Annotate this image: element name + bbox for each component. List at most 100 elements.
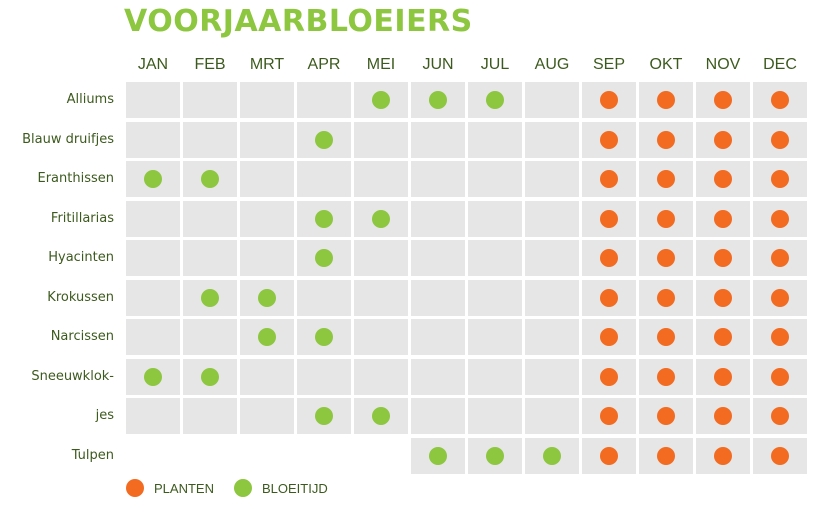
calendar-cell [354, 121, 408, 158]
calendar-cell [354, 200, 408, 237]
planten-dot [600, 407, 618, 425]
planten-dot [657, 91, 675, 109]
calendar-cell [696, 82, 750, 118]
calendar-cell [183, 161, 237, 197]
calendar-cell [696, 279, 750, 316]
calendar-cell [525, 161, 579, 197]
legend-label-planten: PLANTEN [154, 481, 214, 496]
calendar-cell [525, 279, 579, 316]
calendar-cell [240, 279, 294, 316]
bloeitijd-dot [372, 209, 390, 228]
calendar-cell [183, 121, 237, 158]
calendar-cell [468, 121, 522, 158]
calendar-cell [753, 240, 807, 276]
calendar-cell [411, 358, 465, 395]
calendar-cell [468, 319, 522, 355]
calendar-cell [126, 200, 180, 237]
planten-dot [771, 170, 789, 188]
calendar-cell [126, 240, 180, 276]
month-label-mrt: MRT [249, 56, 285, 73]
plant-label: Hyacinten [48, 250, 114, 265]
planten-dot [600, 288, 618, 307]
bloeitijd-dot [486, 91, 504, 109]
plant-label: Sneeuwklok- [31, 368, 114, 384]
calendar-cell [582, 398, 636, 434]
bloeitijd-dot [201, 367, 219, 386]
planten-dot [657, 328, 675, 346]
calendar-cell [525, 437, 579, 474]
planten-dot [714, 209, 732, 228]
planten-dot [771, 328, 789, 346]
planten-dot [657, 367, 675, 386]
month-label-dec: DEC [763, 56, 797, 73]
calendar-cell [183, 82, 237, 118]
planten-dot [714, 91, 732, 109]
planten-dot [771, 407, 789, 425]
calendar-cell [468, 398, 522, 434]
calendar-cell [411, 82, 465, 118]
planten-dot [657, 209, 675, 228]
calendar-cell [240, 398, 294, 434]
calendar-cell [582, 319, 636, 355]
bloeitijd-dot [144, 367, 162, 386]
calendar-cell [411, 121, 465, 158]
calendar-cell [525, 319, 579, 355]
month-header-row: JAN FEB MRT APR MEI JUN JUL AUG SEP OKT NOV DEC [0, 56, 827, 80]
calendar-cell [297, 161, 351, 197]
calendar-cell [468, 279, 522, 316]
planten-dot [600, 170, 618, 188]
bloeitijd-dot [429, 446, 447, 465]
month-label-sep: SEP [592, 56, 625, 73]
calendar-cell [525, 240, 579, 276]
calendar-cell [354, 82, 408, 118]
planten-dot [657, 446, 675, 465]
plant-label: Eranthissen [37, 171, 115, 186]
calendar-cell [354, 319, 408, 355]
calendar-cell [639, 200, 693, 237]
calendar-cell [240, 319, 294, 355]
calendar-cell [126, 121, 180, 158]
calendar-cell [468, 82, 522, 118]
calendar-cell [639, 437, 693, 474]
calendar-cell [639, 398, 693, 434]
month-label-nov: NOV [705, 56, 741, 73]
month-label-apr: APR [307, 56, 341, 73]
planten-dot [771, 91, 789, 109]
plant-label: Alliums [66, 92, 114, 107]
bloeitijd-dot [372, 91, 390, 109]
calendar-cell [354, 358, 408, 395]
calendar-cell [297, 121, 351, 158]
bloeitijd-dot [543, 446, 561, 465]
calendar-cell [126, 358, 180, 395]
calendar-cell [468, 358, 522, 395]
calendar-cell [354, 398, 408, 434]
planten-dot [771, 209, 789, 228]
calendar-cell [696, 240, 750, 276]
planten-dot [657, 249, 675, 267]
calendar-cell [639, 82, 693, 118]
planten-dot [771, 288, 789, 307]
calendar-cell [354, 279, 408, 316]
calendar-cell [696, 161, 750, 197]
month-label-aug: AUG [534, 56, 570, 73]
calendar-cell [696, 200, 750, 237]
bloeitijd-dot [315, 328, 333, 346]
planten-dot [771, 367, 789, 386]
calendar-cell [753, 319, 807, 355]
calendar-cell [696, 121, 750, 158]
plant-label: Blauw druifjes [22, 131, 114, 147]
planten-dot [714, 407, 732, 425]
calendar-cell [582, 437, 636, 474]
month-label-jul: JUL [480, 56, 510, 73]
calendar-cell [297, 240, 351, 276]
calendar-cell [297, 200, 351, 237]
calendar-cell [411, 161, 465, 197]
planten-dot [657, 288, 675, 307]
calendar-cell [297, 82, 351, 118]
calendar-cell [639, 319, 693, 355]
chart-title: VOORJAARBLOEIERS [124, 4, 473, 39]
calendar-cell [753, 161, 807, 197]
plant-label: Fritillarias [50, 210, 114, 226]
calendar-cell [240, 358, 294, 395]
plant-label-column: Alliums Blauw druifjes Eranthissen Fritilla… [0, 82, 120, 477]
